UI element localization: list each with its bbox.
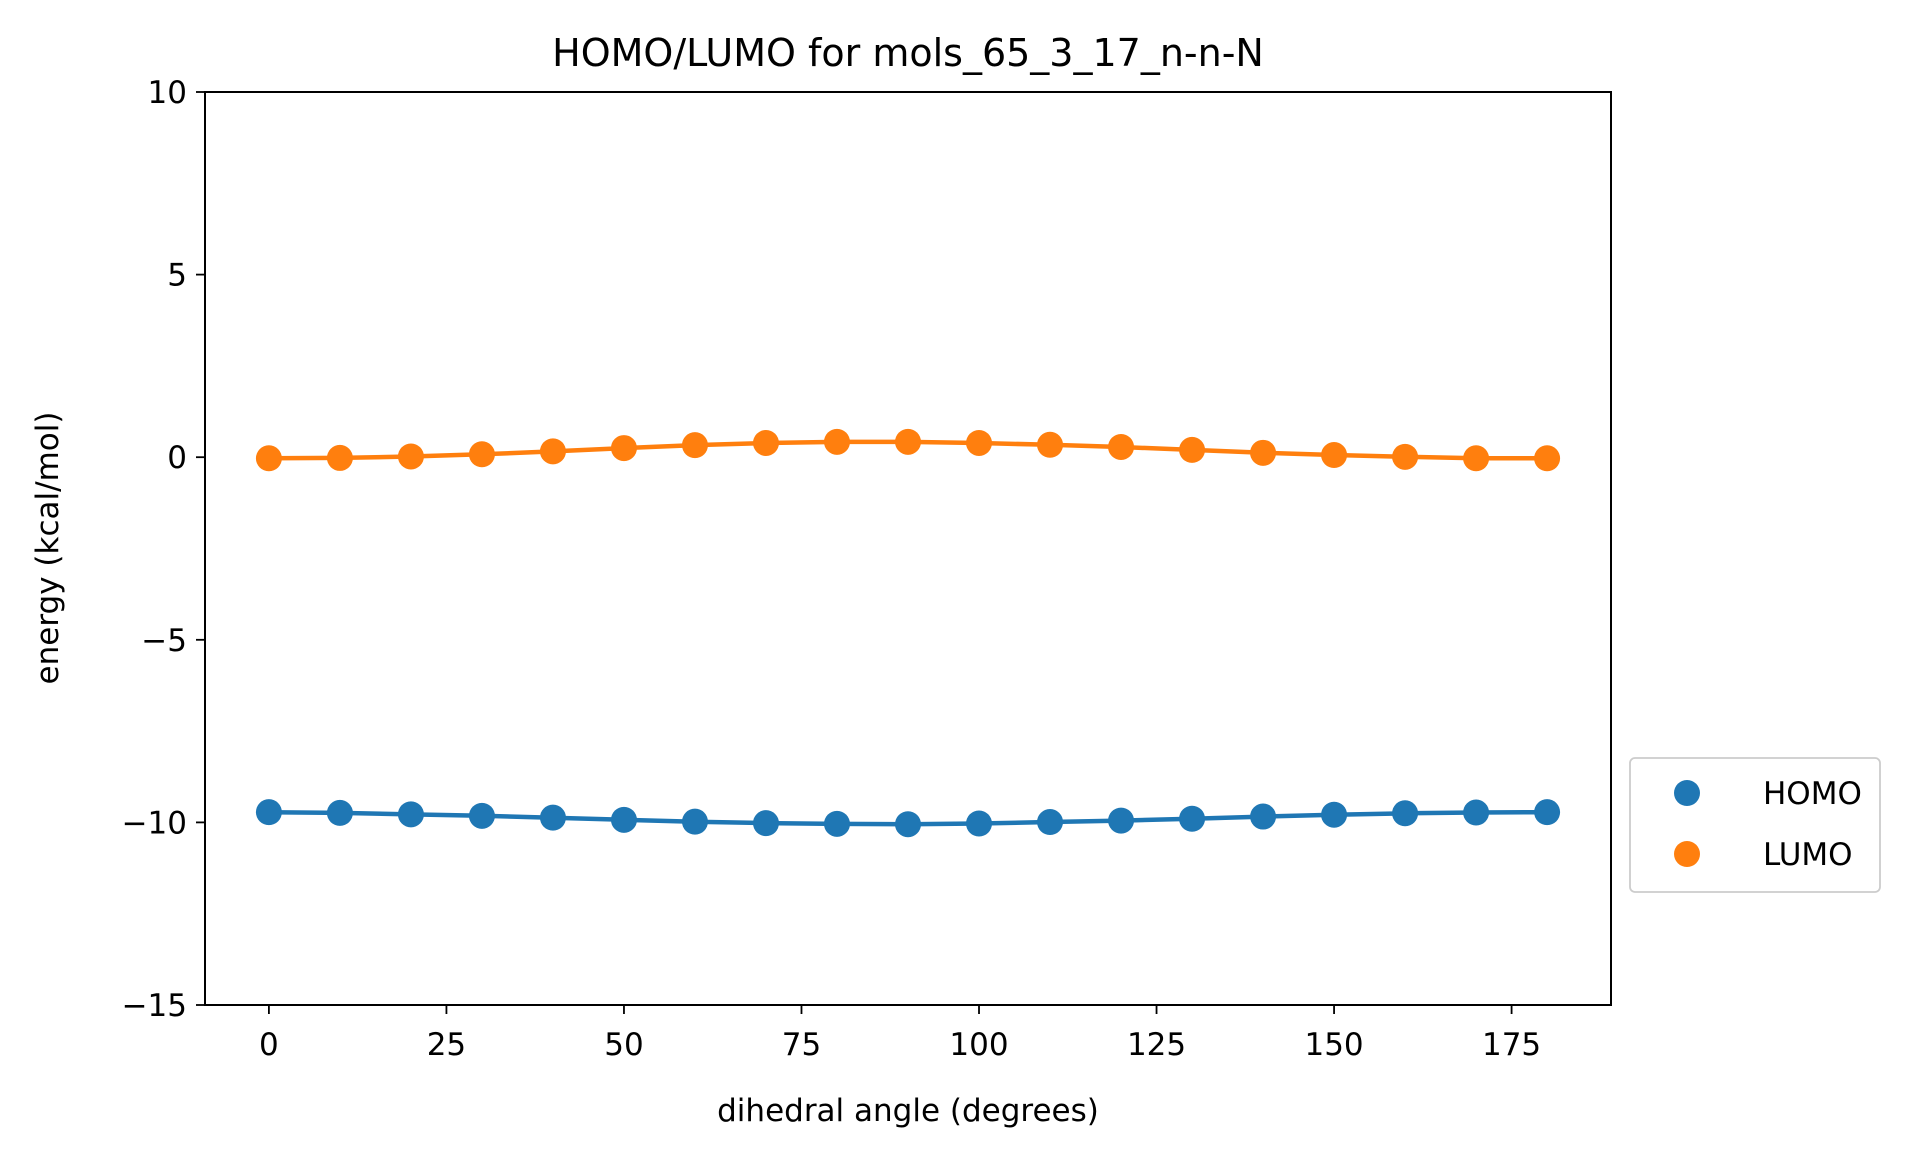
data-point-homo <box>752 810 779 837</box>
data-point-lumo <box>1463 445 1490 472</box>
y-ticks: 10 5 0 −5 −10 −15 <box>122 75 205 1024</box>
y-tick-label: −10 <box>122 805 187 841</box>
legend-marker-homo <box>1674 780 1700 806</box>
data-point-lumo <box>539 438 566 465</box>
data-point-lumo <box>1037 431 1064 458</box>
y-tick-label: 0 <box>167 440 187 476</box>
data-point-homo <box>895 811 921 838</box>
data-point-homo <box>1321 801 1348 828</box>
data-point-homo <box>681 808 708 835</box>
data-point-homo <box>255 799 282 826</box>
legend-marker-lumo <box>1674 841 1700 867</box>
data-point-lumo <box>966 429 993 456</box>
data-point-homo <box>1392 800 1419 827</box>
legend: HOMO LUMO <box>1629 757 1881 893</box>
data-point-homo <box>1250 803 1277 830</box>
y-tick-label: −5 <box>141 623 187 659</box>
data-point-lumo <box>1392 443 1419 470</box>
legend-label-lumo: LUMO <box>1763 837 1853 873</box>
data-point-homo <box>1108 807 1135 834</box>
y-tick-label: 10 <box>148 75 187 111</box>
data-point-lumo <box>397 443 424 470</box>
y-axis-label: energy (kcal/mol) <box>30 412 66 685</box>
data-point-lumo <box>326 444 353 471</box>
x-tick-label: 100 <box>949 1027 1008 1063</box>
data-point-homo <box>1037 809 1064 836</box>
data-point-lumo <box>255 445 282 472</box>
x-tick-label: 25 <box>427 1027 466 1063</box>
x-tick-label: 50 <box>604 1027 643 1063</box>
x-ticks: 0 25 50 75 100 125 150 175 <box>259 1005 1541 1063</box>
data-point-lumo <box>895 428 921 455</box>
plot-area-frame <box>204 91 1612 1006</box>
data-point-homo <box>1534 799 1561 826</box>
plot-series <box>255 428 1561 838</box>
y-tick-label: 5 <box>167 258 187 294</box>
data-point-homo <box>468 802 495 829</box>
data-point-lumo <box>1321 442 1348 469</box>
x-axis-label: dihedral angle (degrees) <box>717 1093 1099 1129</box>
data-point-homo <box>610 806 637 833</box>
data-point-lumo <box>823 428 850 455</box>
data-point-lumo <box>681 432 708 459</box>
data-point-homo <box>539 804 566 831</box>
data-point-lumo <box>1179 436 1206 463</box>
data-point-lumo <box>610 435 637 462</box>
chart-title: HOMO/LUMO for mols_65_3_17_n-n-N <box>552 31 1264 75</box>
data-point-homo <box>397 801 424 828</box>
data-point-homo <box>1463 799 1490 826</box>
x-tick-label: 175 <box>1482 1027 1541 1063</box>
data-point-lumo <box>1534 445 1561 472</box>
data-point-lumo <box>1250 439 1277 466</box>
data-point-lumo <box>752 429 779 456</box>
data-point-homo <box>1179 805 1206 832</box>
x-tick-label: 0 <box>259 1027 279 1063</box>
x-tick-label: 75 <box>782 1027 821 1063</box>
data-point-homo <box>823 810 850 837</box>
data-point-homo <box>326 799 353 826</box>
data-point-lumo <box>468 441 495 468</box>
legend-label-homo: HOMO <box>1763 776 1862 812</box>
x-tick-label: 125 <box>1127 1027 1186 1063</box>
data-point-homo <box>966 810 993 837</box>
y-tick-label: −15 <box>122 988 187 1024</box>
data-point-lumo <box>1108 433 1135 460</box>
x-tick-label: 150 <box>1304 1027 1363 1063</box>
